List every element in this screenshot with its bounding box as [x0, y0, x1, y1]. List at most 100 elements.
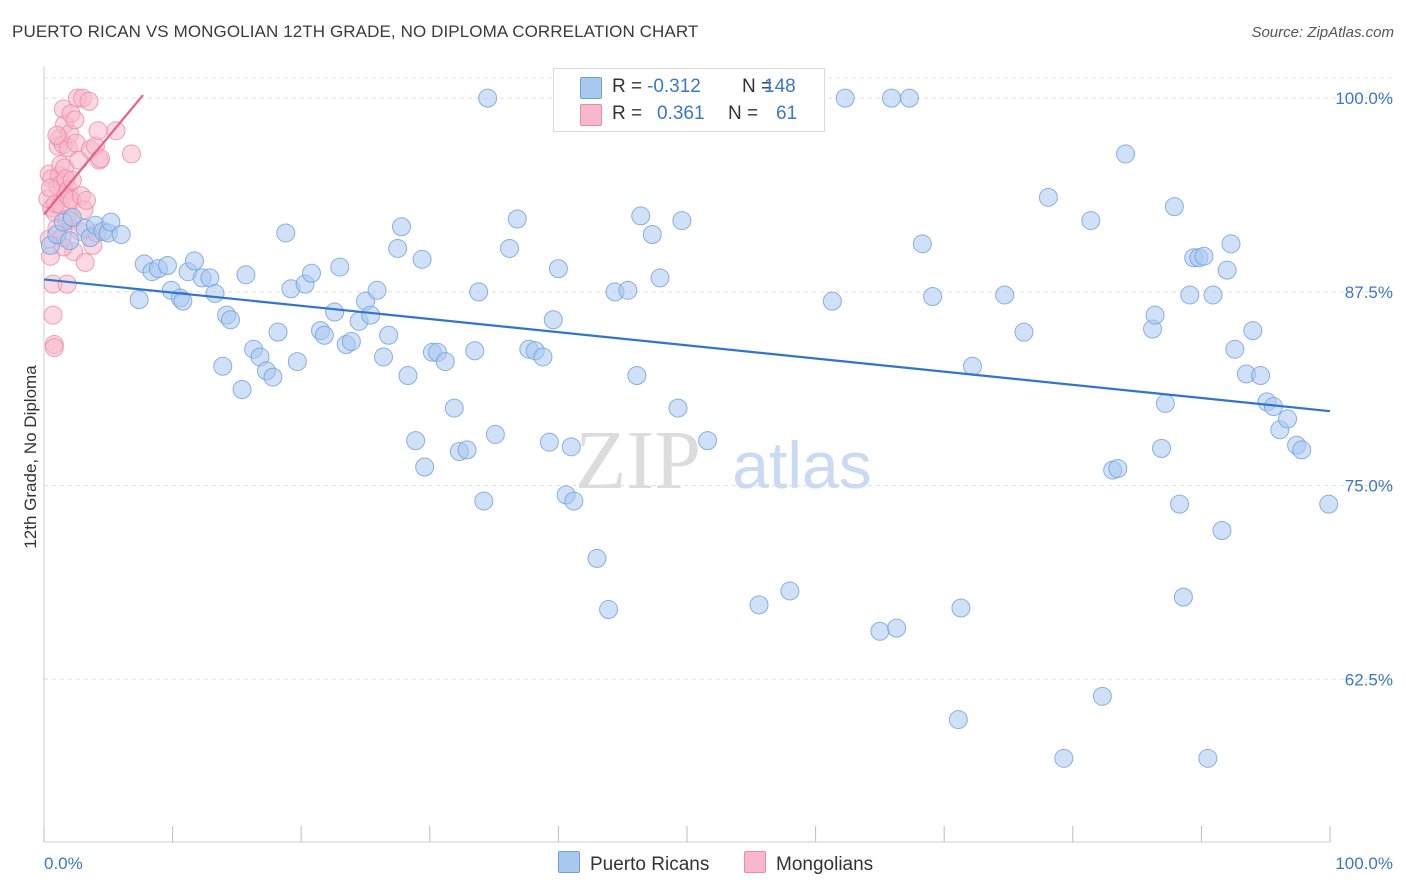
data-point-puerto-rican [507, 209, 527, 229]
data-point-puerto-rican [642, 225, 662, 245]
data-point-puerto-rican [1225, 339, 1245, 359]
data-point-puerto-rican [1152, 438, 1172, 458]
data-point-mongolian [76, 190, 96, 210]
data-point-puerto-rican [539, 432, 559, 452]
data-point-puerto-rican [1014, 322, 1034, 342]
data-point-mongolian [88, 121, 108, 141]
data-point-mongolian [65, 110, 85, 130]
data-point-puerto-rican [822, 291, 842, 311]
data-point-puerto-rican [184, 251, 204, 271]
bottom-legend-swatch-mongolians [744, 851, 766, 873]
x-tick-label: 100.0% [1335, 854, 1393, 873]
data-point-puerto-rican [870, 621, 890, 641]
data-point-mongolian [40, 178, 60, 198]
data-point-puerto-rican [1145, 305, 1165, 325]
legend-n-label: N = [742, 76, 773, 97]
legend-n-label: N = [728, 103, 759, 124]
data-point-puerto-rican [599, 600, 619, 620]
data-point-puerto-rican [220, 310, 240, 330]
data-point-puerto-rican [374, 347, 394, 367]
data-point-puerto-rican [1180, 285, 1200, 305]
data-point-puerto-rican [1155, 393, 1175, 413]
bottom-legend-puerto-ricans: Puerto Ricans [558, 851, 709, 876]
data-point-puerto-rican [631, 206, 651, 226]
data-point-puerto-rican [330, 257, 350, 277]
watermark-atlas: atlas [732, 428, 871, 502]
watermark-zip: ZIP [575, 414, 701, 507]
legend-r-value: -0.312 [647, 76, 701, 97]
data-point-mongolian [44, 338, 64, 358]
data-point-mongolian [47, 125, 67, 145]
data-point-puerto-rican [564, 491, 584, 511]
data-point-puerto-rican [457, 440, 477, 460]
data-point-puerto-rican [1319, 494, 1339, 514]
data-point-puerto-rican [548, 259, 568, 279]
data-point-puerto-rican [1278, 409, 1298, 429]
data-point-puerto-rican [698, 431, 718, 451]
data-point-puerto-rican [835, 88, 855, 108]
data-point-puerto-rican [205, 283, 225, 303]
data-point-puerto-rican [276, 223, 296, 243]
data-point-puerto-rican [887, 618, 907, 638]
data-point-puerto-rican [213, 356, 233, 376]
gridlines [44, 77, 1392, 680]
data-point-puerto-rican [236, 265, 256, 285]
data-point-puerto-rican [1198, 748, 1218, 768]
data-point-puerto-rican [1116, 144, 1136, 164]
data-point-puerto-rican [392, 217, 412, 237]
legend-swatch-puerto-ricans [580, 77, 602, 99]
data-point-puerto-rican [60, 231, 80, 251]
legend-n-value: 61 [776, 103, 798, 124]
data-point-puerto-rican [287, 352, 307, 372]
data-point-puerto-rican [157, 256, 177, 276]
legend-swatch-mongolians [580, 104, 602, 126]
data-point-puerto-rican [101, 212, 121, 232]
data-point-puerto-rican [650, 268, 670, 288]
data-point-puerto-rican [388, 238, 408, 258]
data-point-mongolian [43, 305, 63, 325]
legend-n-value: 148 [764, 76, 796, 97]
bottom-legend-mongolians: Mongolians [744, 851, 873, 876]
data-point-puerto-rican [627, 366, 647, 386]
legend-row-puerto-ricans: R = -0.312 N = 148 [554, 73, 824, 101]
data-point-puerto-rican [1054, 748, 1074, 768]
data-point-puerto-rican [268, 322, 288, 342]
data-point-puerto-rican [561, 437, 581, 457]
trend-line-puerto-ricans [43, 278, 1331, 413]
data-point-puerto-rican [485, 424, 505, 444]
data-point-mongolian [57, 274, 77, 294]
data-point-puerto-rican [1221, 234, 1241, 254]
data-point-puerto-rican [415, 457, 435, 477]
data-point-puerto-rican [672, 211, 692, 231]
data-point-puerto-rican [912, 234, 932, 254]
data-point-puerto-rican [749, 595, 769, 615]
data-point-puerto-rican [111, 225, 131, 245]
data-point-puerto-rican [435, 352, 455, 372]
data-point-puerto-rican [948, 710, 968, 730]
data-point-puerto-rican [995, 285, 1015, 305]
data-point-puerto-rican [1173, 587, 1193, 607]
data-point-puerto-rican [1170, 494, 1190, 514]
legend-row-mongolians: R = 0.361 N = 61 [554, 100, 824, 128]
data-point-puerto-rican [1092, 686, 1112, 706]
data-point-mongolian [106, 121, 126, 141]
watermark: ZIP atlas [575, 414, 872, 507]
data-point-puerto-rican [232, 379, 252, 399]
data-point-puerto-rican [325, 302, 345, 322]
legend-box: R = -0.312 N = 148 R = 0.361 N = 61 [553, 68, 825, 132]
y-tick-label: 62.5% [1345, 670, 1393, 689]
data-point-puerto-rican [1217, 260, 1237, 280]
data-point-puerto-rican [1212, 521, 1232, 541]
data-point-puerto-rican [780, 581, 800, 601]
data-point-puerto-rican [533, 347, 553, 367]
bottom-legend-swatch-puerto-ricans [558, 851, 580, 873]
legend-r-value: 0.361 [657, 103, 705, 124]
data-point-puerto-rican [618, 280, 638, 300]
data-point-puerto-rican [412, 249, 432, 269]
data-point-puerto-rican [1251, 366, 1271, 386]
data-point-puerto-rican [469, 282, 489, 302]
data-point-puerto-rican [587, 548, 607, 568]
data-point-puerto-rican [899, 88, 919, 108]
data-point-puerto-rican [478, 88, 498, 108]
